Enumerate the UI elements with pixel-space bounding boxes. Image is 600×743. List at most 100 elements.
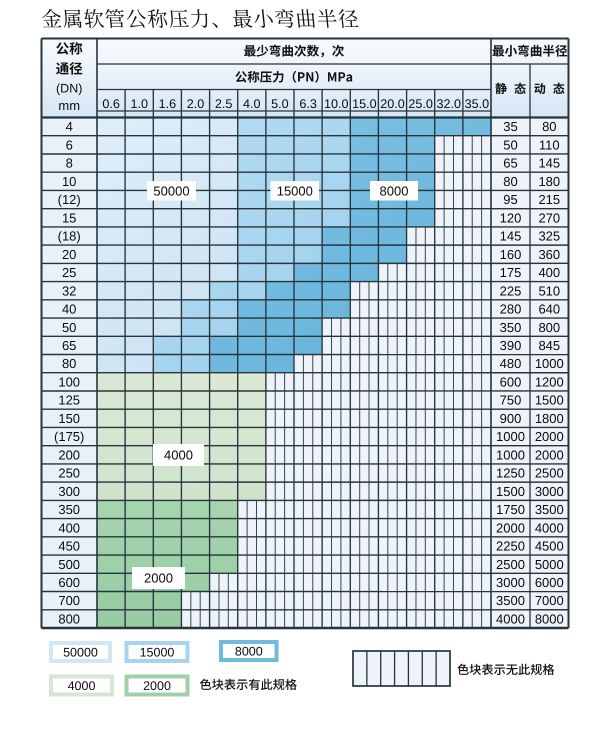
svg-text:750: 750 <box>500 393 522 408</box>
svg-text:450: 450 <box>58 539 80 554</box>
svg-text:350: 350 <box>58 502 80 517</box>
svg-text:145: 145 <box>538 156 560 171</box>
svg-text:32.0: 32.0 <box>437 97 462 111</box>
svg-text:35.0: 35.0 <box>465 97 490 111</box>
svg-text:8000: 8000 <box>380 183 409 198</box>
svg-text:1200: 1200 <box>535 375 564 390</box>
svg-text:2000: 2000 <box>535 429 564 444</box>
svg-text:2000: 2000 <box>496 520 525 535</box>
svg-text:350: 350 <box>500 320 522 335</box>
svg-text:400: 400 <box>538 265 560 280</box>
svg-text:25: 25 <box>62 265 76 280</box>
svg-text:845: 845 <box>538 338 560 353</box>
svg-text:270: 270 <box>538 210 560 225</box>
svg-text:225: 225 <box>500 283 522 298</box>
svg-text:50000: 50000 <box>153 183 189 198</box>
svg-text:15.0: 15.0 <box>352 97 377 111</box>
svg-text:700: 700 <box>58 593 80 608</box>
svg-text:15000: 15000 <box>277 183 313 198</box>
svg-text:4: 4 <box>66 119 73 134</box>
svg-text:1.0: 1.0 <box>130 97 148 111</box>
svg-text:2000: 2000 <box>144 571 173 586</box>
svg-text:150: 150 <box>58 411 80 426</box>
svg-text:2.0: 2.0 <box>187 97 205 111</box>
svg-text:2500: 2500 <box>535 466 564 481</box>
svg-text:80: 80 <box>542 119 556 134</box>
svg-text:20: 20 <box>62 247 76 262</box>
svg-text:1500: 1500 <box>496 484 525 499</box>
svg-text:2000: 2000 <box>143 679 171 693</box>
svg-text:390: 390 <box>500 338 522 353</box>
svg-text:15000: 15000 <box>140 645 175 659</box>
svg-text:800: 800 <box>58 612 80 627</box>
svg-text:600: 600 <box>58 575 80 590</box>
svg-text:1000: 1000 <box>496 447 525 462</box>
svg-text:4500: 4500 <box>535 539 564 554</box>
svg-text:510: 510 <box>538 283 560 298</box>
svg-text:7000: 7000 <box>535 593 564 608</box>
svg-text:6: 6 <box>66 137 73 152</box>
svg-text:8000: 8000 <box>535 612 564 627</box>
svg-text:125: 125 <box>58 393 80 408</box>
svg-text:25.0: 25.0 <box>408 97 433 111</box>
svg-text:32: 32 <box>62 283 76 298</box>
svg-text:6.3: 6.3 <box>299 97 317 111</box>
svg-text:40: 40 <box>62 302 76 317</box>
svg-text:800: 800 <box>538 320 560 335</box>
svg-text:160: 160 <box>500 247 522 262</box>
svg-text:5.0: 5.0 <box>271 97 289 111</box>
svg-text:3000: 3000 <box>496 575 525 590</box>
svg-text:120: 120 <box>500 210 522 225</box>
svg-text:900: 900 <box>500 411 522 426</box>
svg-text:80: 80 <box>62 356 76 371</box>
svg-text:360: 360 <box>538 247 560 262</box>
svg-text:500: 500 <box>58 557 80 572</box>
svg-text:2500: 2500 <box>496 557 525 572</box>
svg-text:35: 35 <box>503 119 517 134</box>
svg-text:15: 15 <box>62 210 76 225</box>
svg-text:600: 600 <box>500 375 522 390</box>
svg-text:(12): (12) <box>58 192 81 207</box>
svg-text:400: 400 <box>58 520 80 535</box>
svg-text:3000: 3000 <box>535 484 564 499</box>
svg-text:110: 110 <box>539 137 560 152</box>
svg-text:280: 280 <box>500 302 522 317</box>
svg-text:50: 50 <box>62 320 76 335</box>
svg-text:4000: 4000 <box>496 612 525 627</box>
svg-text:250: 250 <box>58 466 80 481</box>
svg-text:1750: 1750 <box>496 502 525 517</box>
svg-text:215: 215 <box>538 192 560 207</box>
svg-text:3500: 3500 <box>535 502 564 517</box>
svg-text:4.0: 4.0 <box>243 97 261 111</box>
svg-text:1800: 1800 <box>535 411 564 426</box>
svg-text:175: 175 <box>500 265 522 280</box>
svg-text:65: 65 <box>62 338 76 353</box>
svg-text:50000: 50000 <box>63 645 98 659</box>
svg-text:95: 95 <box>503 192 517 207</box>
svg-text:(175): (175) <box>54 429 84 444</box>
svg-text:1500: 1500 <box>535 393 564 408</box>
svg-text:8: 8 <box>66 156 73 171</box>
svg-text:100: 100 <box>58 375 80 390</box>
svg-text:2.5: 2.5 <box>215 97 233 111</box>
svg-text:(DN): (DN) <box>56 82 82 96</box>
svg-text:8000: 8000 <box>235 644 263 658</box>
svg-text:640: 640 <box>538 302 560 317</box>
svg-text:4000: 4000 <box>535 520 564 535</box>
svg-text:3500: 3500 <box>496 593 525 608</box>
svg-text:4000: 4000 <box>68 679 96 693</box>
svg-text:10: 10 <box>62 174 76 189</box>
svg-text:480: 480 <box>500 356 522 371</box>
svg-text:2250: 2250 <box>496 539 525 554</box>
svg-text:200: 200 <box>58 447 80 462</box>
svg-text:10.0: 10.0 <box>324 97 349 111</box>
svg-text:4000: 4000 <box>164 448 193 463</box>
svg-text:325: 325 <box>538 229 560 244</box>
svg-text:1250: 1250 <box>496 466 525 481</box>
svg-text:mm: mm <box>58 98 80 113</box>
svg-text:180: 180 <box>538 174 560 189</box>
svg-text:5000: 5000 <box>535 557 564 572</box>
svg-text:6000: 6000 <box>535 575 564 590</box>
svg-text:65: 65 <box>503 156 517 171</box>
svg-text:1.6: 1.6 <box>159 97 177 111</box>
